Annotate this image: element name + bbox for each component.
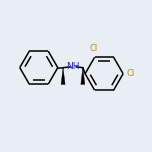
Text: Cl: Cl [127,69,135,78]
Text: NH: NH [66,62,80,71]
Text: Cl: Cl [90,45,98,54]
Polygon shape [61,68,65,84]
Polygon shape [81,68,85,84]
